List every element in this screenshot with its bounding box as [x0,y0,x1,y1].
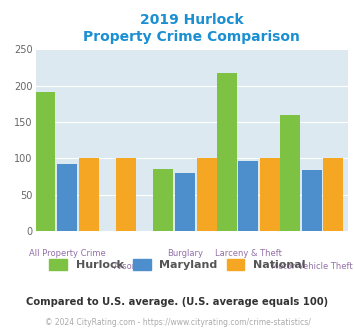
Text: Larceny & Theft: Larceny & Theft [215,249,282,258]
Bar [57,164,77,231]
Bar [36,92,55,231]
Bar [302,170,322,231]
Bar [153,169,173,231]
Title: 2019 Hurlock
Property Crime Comparison: 2019 Hurlock Property Crime Comparison [83,13,300,44]
Bar [217,73,236,231]
Bar [260,158,280,231]
Bar [197,158,217,231]
Bar [116,158,136,231]
Bar [238,161,258,231]
Bar [323,158,343,231]
Bar [175,173,195,231]
Legend: Hurlock, Maryland, National: Hurlock, Maryland, National [49,259,306,270]
Text: Burglary: Burglary [167,249,203,258]
Text: © 2024 CityRating.com - https://www.cityrating.com/crime-statistics/: © 2024 CityRating.com - https://www.city… [45,318,310,327]
Text: Arson: Arson [114,262,138,271]
Bar [280,115,300,231]
Text: Compared to U.S. average. (U.S. average equals 100): Compared to U.S. average. (U.S. average … [26,297,329,307]
Bar [79,158,99,231]
Text: Motor Vehicle Theft: Motor Vehicle Theft [271,262,353,271]
Text: All Property Crime: All Property Crime [29,249,105,258]
